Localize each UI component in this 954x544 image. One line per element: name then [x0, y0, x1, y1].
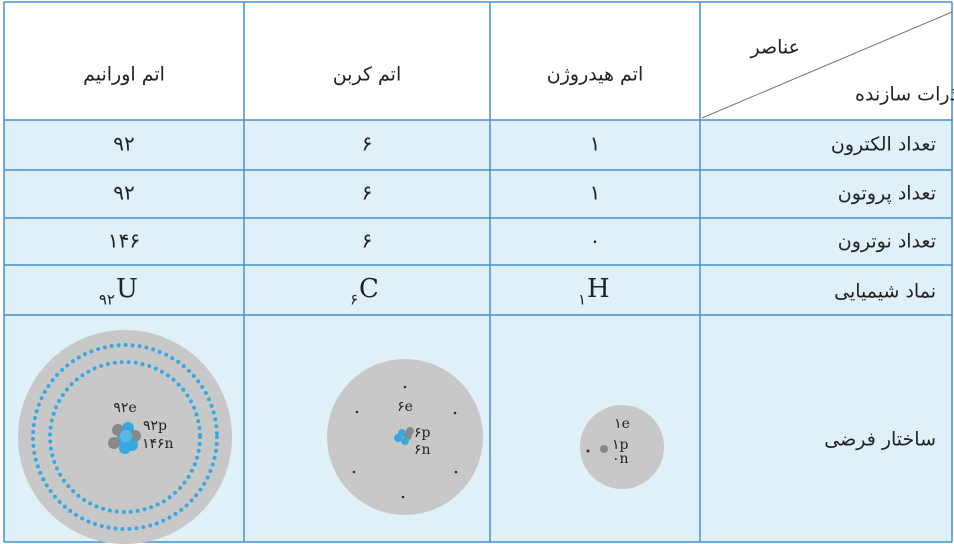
chemical-symbol: U — [116, 274, 138, 304]
nucleus — [108, 422, 141, 454]
nucleus — [600, 445, 608, 453]
neutron-count: ۶n — [414, 442, 431, 458]
electron-count: ۶e — [397, 399, 413, 415]
cell-value: ۶ — [362, 181, 373, 205]
electrons — [352, 385, 458, 499]
row-label: نماد شیمیایی — [834, 281, 936, 303]
neutron-count: ۱۴۶n — [142, 436, 174, 452]
row-label: تعداد پروتون — [838, 183, 936, 205]
uranium-atom — [18, 330, 232, 544]
electron-shell — [31, 343, 219, 531]
atom-disc — [580, 405, 664, 489]
atomic-number: ۹۲ — [99, 291, 115, 309]
neutron-count: ۰n — [612, 451, 629, 467]
grid — [3, 1, 953, 543]
cell-value: ۹۲ — [113, 132, 134, 156]
atomic-number: ۶ — [350, 291, 358, 309]
atomic-number: ۱ — [578, 291, 586, 309]
cell-value: ۶ — [362, 132, 373, 156]
column-header: اتم کربن — [333, 64, 402, 86]
cell-value: ۹۲ — [113, 181, 134, 205]
row-label: تعداد الکترون — [831, 134, 936, 156]
corner-top: عناصر — [750, 37, 800, 59]
cell-value: ۶ — [362, 229, 373, 253]
nucleon — [401, 437, 409, 445]
carbon-atom — [327, 359, 483, 515]
electron — [586, 449, 590, 453]
proton-count: ۶p — [414, 425, 431, 441]
electron-shell — [48, 360, 202, 514]
proton-count: ۹۲p — [143, 418, 167, 434]
column-header: اتم اورانیم — [83, 64, 165, 86]
diagonal — [701, 11, 953, 119]
hydrogen-atom — [580, 405, 664, 489]
cell-value: ۱ — [590, 132, 601, 156]
proton-count: ۱p — [612, 437, 629, 453]
corner-bottom: ذرات سازنده — [855, 84, 954, 106]
electron-count: ۱e — [614, 416, 630, 432]
cell-value: ۱۴۶ — [108, 229, 140, 253]
row-label: تعداد نوترون — [838, 231, 936, 253]
cell-value: ۱ — [590, 181, 601, 205]
nucleon — [394, 434, 402, 442]
row-label: ساختار فرضی — [824, 429, 936, 451]
nucleon — [406, 427, 414, 435]
electron-count: ۹۲e — [113, 400, 136, 416]
chemical-symbol: C — [359, 274, 379, 304]
chemical-symbol: H — [587, 274, 610, 304]
cell-value: ۰ — [590, 229, 601, 253]
column-header: اتم هیدروژن — [547, 64, 643, 86]
